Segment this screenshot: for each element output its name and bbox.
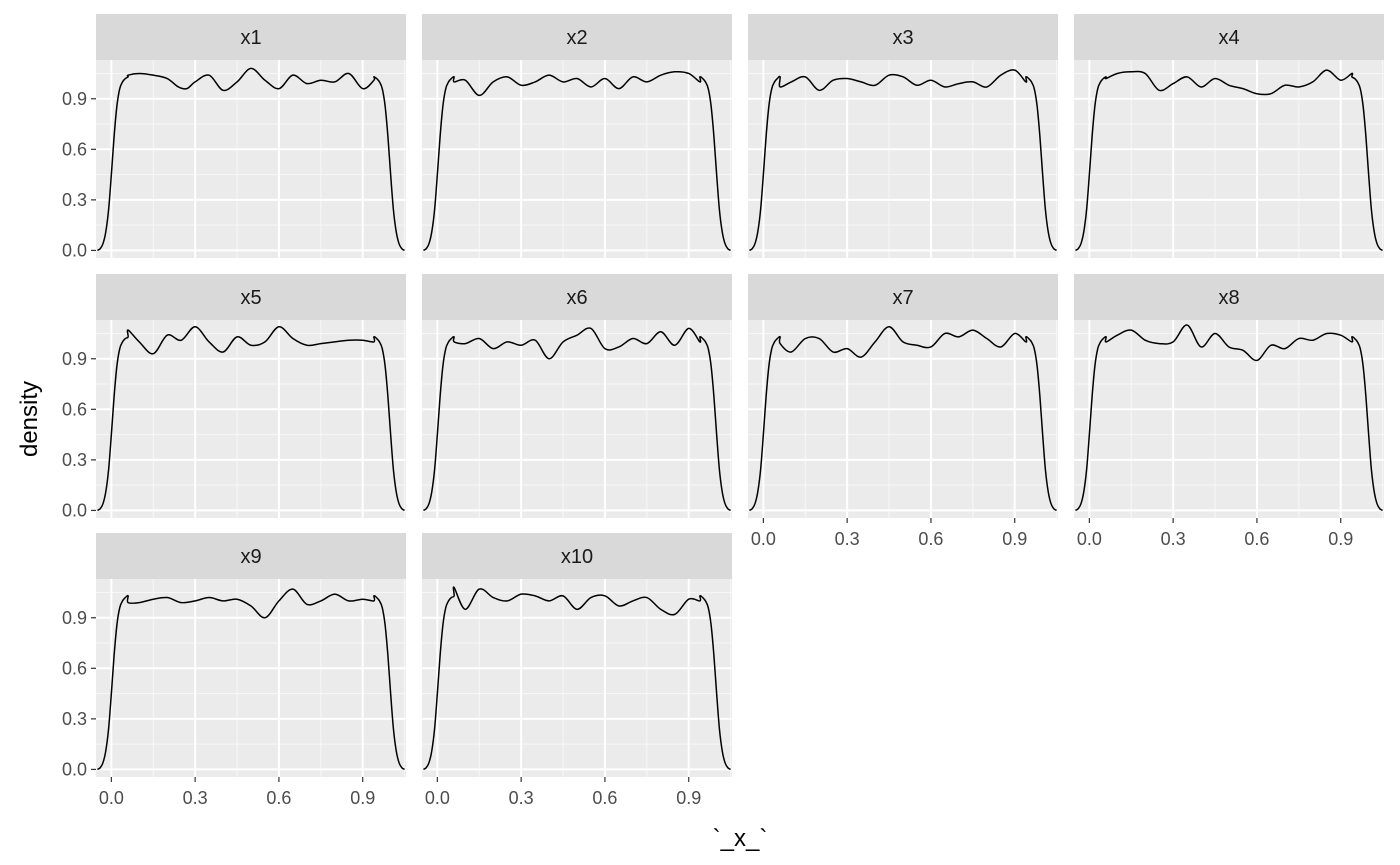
panel-background: [422, 320, 732, 518]
facet-x7: x7: [748, 274, 1058, 518]
facet-strip-label: x3: [892, 27, 913, 49]
x-tick-label: 0.6: [266, 788, 291, 808]
x-tick-label: 0.9: [1002, 529, 1027, 549]
density-line-x4: [1075, 69, 1383, 252]
facet-strip-label: x2: [566, 27, 587, 49]
x-axis-x8: 0.0 0.3 0.6 0.9: [1077, 518, 1353, 549]
density-line-x2: [423, 70, 731, 252]
facet-strip: [1074, 14, 1384, 60]
y-tick-label: 0.3: [62, 190, 87, 210]
facet-strip-label: x1: [240, 27, 261, 49]
facet-x5: x5 0.0 0.3 0.6 0.9: [62, 274, 406, 520]
x-tick-label: 0.3: [183, 788, 208, 808]
x-tick-label: 0.9: [1328, 529, 1353, 549]
facet-strip: [96, 274, 406, 320]
bottom-x-axes: 0.0 0.3 0.6 0.9 0.0 0.3 0.6 0.90.0 0.3 0.6 0.9 0.0 0…: [99, 518, 1353, 808]
x-tick-label: 0.3: [835, 529, 860, 549]
y-tick-label: 0.9: [62, 608, 87, 628]
y-tick-label: 0.3: [62, 709, 87, 729]
facet-strip: [422, 274, 732, 320]
facet-strip: [422, 533, 732, 579]
x-tick-label: 0.3: [1161, 529, 1186, 549]
density-line-x5: [97, 325, 405, 512]
panel-background: [1074, 60, 1384, 258]
y-axis-title: density: [16, 381, 43, 457]
x-axis-title: `_x_`: [713, 825, 768, 852]
y-tick-label: 0.9: [62, 89, 87, 109]
panel-background: [96, 579, 406, 777]
facet-strip: [96, 14, 406, 60]
x-axis-x7: 0.0 0.3 0.6 0.9: [751, 518, 1027, 549]
x-tick-label: 0.0: [1077, 529, 1102, 549]
y-tick-label: 0.0: [62, 500, 87, 520]
facet-strip: [422, 14, 732, 60]
x-tick-label: 0.0: [99, 788, 124, 808]
x-tick-label: 0.9: [350, 788, 375, 808]
facet-strip-label: x7: [892, 287, 913, 309]
facet-strip: [1074, 274, 1384, 320]
y-tick-label: 0.3: [62, 450, 87, 470]
y-tick-label: 0.0: [62, 240, 87, 260]
facet-x8: x8: [1074, 274, 1384, 518]
density-line-x10: [423, 586, 731, 771]
y-tick-label: 0.6: [62, 658, 87, 678]
facet-strip-label: x9: [240, 546, 261, 568]
x-axis-x10: 0.0 0.3 0.6 0.9: [425, 777, 701, 808]
facet-strip-label: x5: [240, 287, 261, 309]
x-tick-label: 0.0: [425, 788, 450, 808]
facet-strip-label: x4: [1218, 27, 1239, 49]
facet-x3: x3: [748, 14, 1058, 258]
facet-strip-label: x6: [566, 287, 587, 309]
panel-background: [96, 60, 406, 258]
facet-x4: x4: [1074, 14, 1384, 258]
density-line-x9: [97, 588, 405, 771]
x-tick-label: 0.3: [509, 788, 534, 808]
y-tick-label: 0.6: [62, 139, 87, 159]
panel-background: [1074, 320, 1384, 518]
facet-strip: [748, 14, 1058, 60]
y-tick-label: 0.0: [62, 759, 87, 779]
y-tick-label: 0.6: [62, 399, 87, 419]
panel-background: [748, 60, 1058, 258]
density-line-x6: [423, 327, 731, 512]
density-line-x7: [749, 325, 1057, 512]
x-tick-label: 0.6: [1244, 529, 1269, 549]
density-line-x1: [97, 67, 405, 252]
y-tick-label: 0.9: [62, 349, 87, 369]
facet-x10: x10: [422, 533, 732, 777]
density-line-x8: [1075, 324, 1383, 512]
facet-x1: x1 0.0 0.3 0.6 0.9: [62, 14, 406, 260]
facet-strip-label: x8: [1218, 287, 1239, 309]
facet-strip-label: x10: [561, 546, 593, 568]
panel-background: [96, 320, 406, 518]
x-tick-label: 0.9: [676, 788, 701, 808]
facet-strip: [748, 274, 1058, 320]
density-line-x3: [749, 69, 1057, 252]
facet-strip: [96, 533, 406, 579]
x-tick-label: 0.6: [918, 529, 943, 549]
facet-x2: x2: [422, 14, 732, 258]
panel-background: [422, 60, 732, 258]
facet-x9: x9 0.0 0.3 0.6 0.9: [62, 533, 406, 779]
x-tick-label: 0.0: [751, 529, 776, 549]
facet-panels: x1 0.0 0.3 0.6 0.9 x2 x3 x4 x5 0.0 0.3 0.6 0.9 x6 x7 x8…: [62, 14, 1384, 779]
x-tick-label: 0.6: [592, 788, 617, 808]
x-axis-x9: 0.0 0.3 0.6 0.9: [99, 777, 375, 808]
facet-x6: x6: [422, 274, 732, 518]
